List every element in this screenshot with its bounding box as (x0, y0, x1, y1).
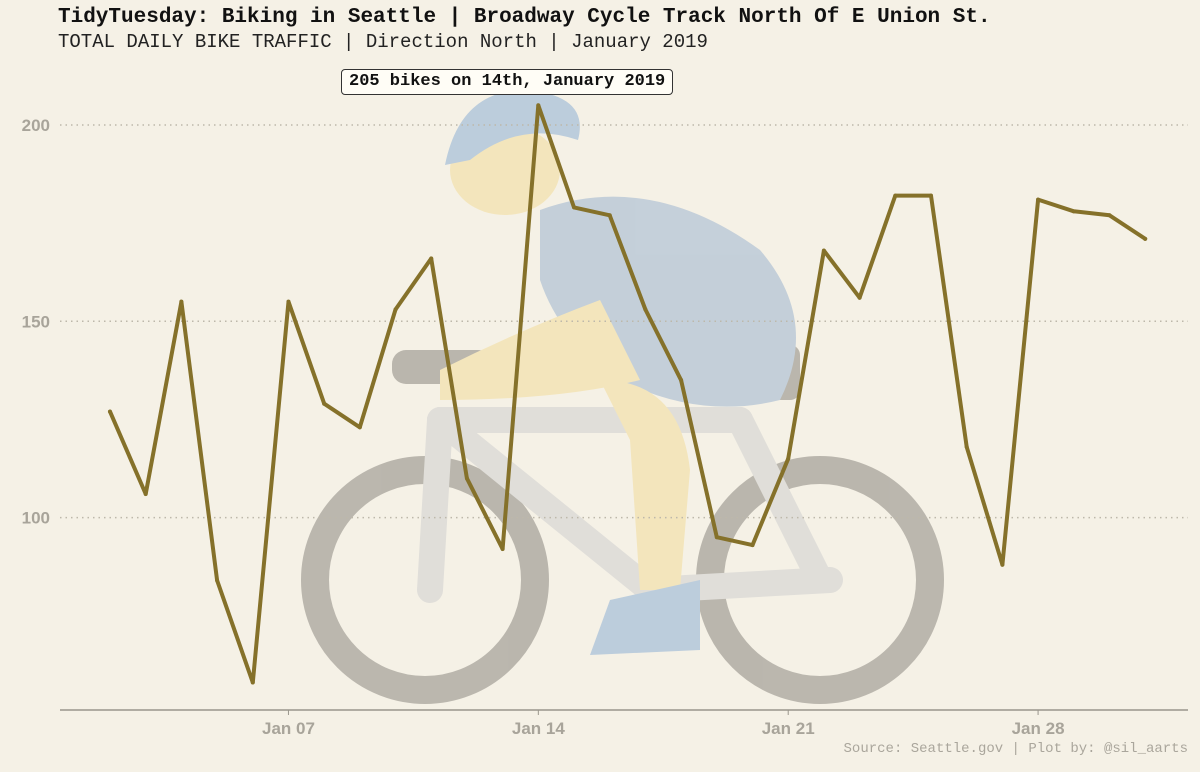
helmet (445, 90, 580, 165)
data-point (643, 307, 648, 312)
cyclist-icon (301, 90, 944, 704)
daily-traffic-line (108, 103, 1148, 685)
data-point (607, 213, 612, 218)
data-point (857, 295, 862, 300)
data-point (179, 299, 184, 304)
data-point (893, 193, 898, 198)
data-point (250, 680, 255, 685)
y-tick-label: 100 (22, 509, 50, 528)
data-points (107, 103, 1148, 685)
data-point (357, 425, 362, 430)
y-axis: 100 150 200 (22, 116, 50, 528)
grid-lines (60, 124, 1188, 519)
data-point (572, 205, 577, 210)
x-tick-label: Jan 07 (262, 719, 315, 738)
data-point (1143, 236, 1148, 241)
data-point (750, 543, 755, 548)
y-tick-label: 200 (22, 116, 50, 135)
x-tick-label: Jan 21 (762, 719, 815, 738)
data-point (143, 492, 148, 497)
x-axis: Jan 07 Jan 14 Jan 21 Jan 28 (262, 710, 1065, 738)
chart-title: TidyTuesday: Biking in Seattle | Broadwa… (58, 6, 991, 29)
rider-arm (440, 300, 640, 400)
data-point (1107, 213, 1112, 218)
data-point (679, 378, 684, 383)
x-tick-label: Jan 28 (1012, 719, 1065, 738)
data-point (322, 401, 327, 406)
data-point (714, 535, 719, 540)
data-point (1071, 209, 1076, 214)
data-point (536, 103, 541, 108)
peak-annotation: 205 bikes on 14th, January 2019 (341, 69, 674, 95)
data-point (964, 444, 969, 449)
data-point (1000, 562, 1005, 567)
rider-leg (600, 380, 690, 590)
data-point (107, 409, 112, 414)
data-point (286, 299, 291, 304)
data-point (464, 476, 469, 481)
data-point (429, 256, 434, 261)
source-caption: Source: Seattle.gov | Plot by: @sil_aart… (843, 741, 1188, 757)
y-tick-label: 150 (22, 312, 50, 331)
data-point (500, 547, 505, 552)
data-point (821, 248, 826, 253)
x-tick-label: Jan 14 (512, 719, 565, 738)
rider-shoe (590, 580, 700, 655)
data-point (393, 307, 398, 312)
data-point (215, 578, 220, 583)
chart-subtitle: TOTAL DAILY BIKE TRAFFIC | Direction Nor… (58, 31, 708, 53)
data-point (786, 456, 791, 461)
data-point (1036, 197, 1041, 202)
data-point (928, 193, 933, 198)
